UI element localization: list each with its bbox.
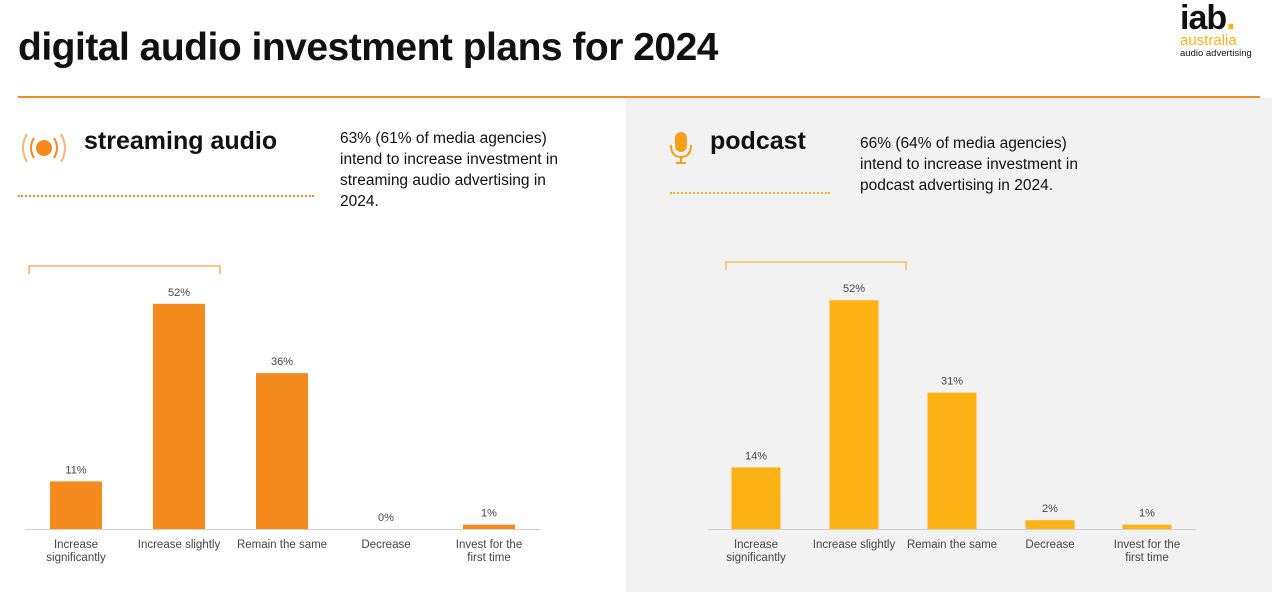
- header-divider: [18, 96, 1260, 98]
- iab-logo: iab. australia audio advertising: [1180, 0, 1262, 59]
- data-label: 1%: [1139, 508, 1155, 520]
- category-label: Invest for the: [1114, 539, 1180, 551]
- bar-4: [1025, 520, 1075, 529]
- category-label: Increase: [54, 539, 98, 551]
- logo-tag: audio advertising: [1180, 48, 1252, 59]
- data-label: 52%: [168, 287, 190, 299]
- bar-1: [731, 467, 781, 529]
- category-label: first time: [1125, 552, 1168, 564]
- streaming-audio-description: 63% (61% of media agencies) intend to in…: [340, 130, 558, 210]
- increase-bracket: [28, 265, 221, 274]
- category-label: Increase: [734, 539, 778, 551]
- bar-5: [463, 524, 515, 529]
- data-label: 2%: [1042, 503, 1058, 515]
- data-label: 52%: [843, 283, 865, 295]
- category-label: Remain the same: [907, 539, 997, 551]
- category-label: significantly: [726, 552, 786, 564]
- bar-5: [1122, 524, 1172, 529]
- dotted-divider: [670, 192, 830, 194]
- page-title: digital audio investment plans for 2024: [18, 26, 719, 69]
- data-label: 14%: [745, 450, 767, 462]
- data-label: 1%: [481, 508, 497, 520]
- streaming-audio-title: streaming audio: [84, 127, 278, 155]
- podcast-description: 66% (64% of media agencies) intend to in…: [860, 135, 1078, 194]
- logo-sub: australia: [1180, 32, 1237, 49]
- category-label: Invest for the: [456, 539, 522, 551]
- dotted-divider: [18, 195, 314, 197]
- data-label: 11%: [65, 464, 86, 476]
- data-label: 36%: [271, 356, 293, 368]
- bar-3: [927, 392, 977, 529]
- bar-2: [829, 300, 879, 529]
- bar-3: [256, 373, 308, 529]
- category-label: significantly: [46, 552, 106, 564]
- logo-main: iab: [1180, 0, 1227, 37]
- logo-dot: .: [1226, 0, 1236, 37]
- bar-1: [50, 481, 102, 529]
- category-label: Increase slightly: [813, 539, 896, 551]
- category-label: Remain the same: [237, 539, 327, 551]
- bar-2: [153, 303, 205, 529]
- radio-waves-icon: [22, 133, 66, 163]
- microphone-icon: [670, 132, 692, 164]
- data-label: 0%: [378, 512, 394, 524]
- category-label: Decrease: [361, 539, 410, 551]
- category-label: Increase slightly: [138, 539, 221, 551]
- category-label: first time: [467, 552, 510, 564]
- podcast-title: podcast: [710, 127, 806, 155]
- category-label: Decrease: [1025, 539, 1074, 551]
- increase-bracket: [725, 261, 907, 270]
- data-label: 31%: [941, 376, 963, 388]
